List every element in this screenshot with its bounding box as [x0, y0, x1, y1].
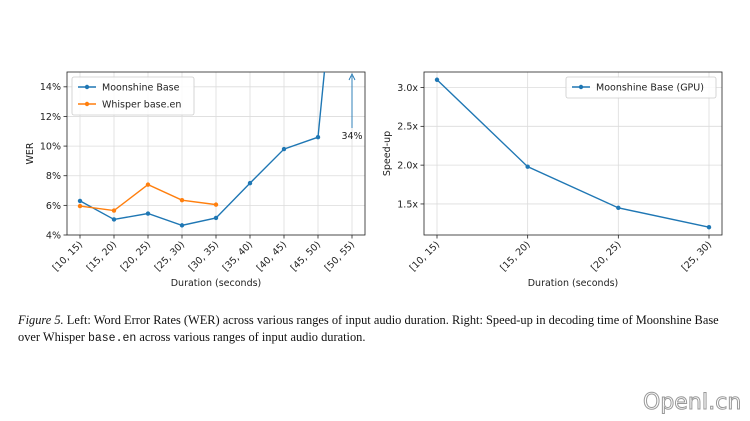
x-tick-label: [15, 20): [85, 239, 119, 273]
figure: 4%6%8%10%12%14%[10, 15) [15, 20) [20, 25)[…: [25, 71, 723, 289]
point: [706, 225, 712, 230]
y-tick-label: 10%: [40, 141, 61, 152]
x-axis-label: Duration (seconds): [528, 278, 619, 289]
arrow-head: [348, 72, 356, 81]
x-tick-label: [15, 20): [498, 239, 532, 273]
caption: Figure 5. Left: Word Error Rates (WER) a…: [18, 312, 738, 347]
legend-label: Moonshine Base (GPU): [596, 82, 704, 93]
x-axis-label: Duration (seconds): [171, 278, 262, 289]
point: [111, 217, 117, 222]
point: [145, 211, 151, 216]
axes-frame: [66, 71, 366, 236]
point: [179, 223, 185, 228]
point: [179, 197, 185, 203]
legend-box: [71, 76, 195, 116]
caption-code: base.en: [87, 332, 137, 345]
x-tick-label: [40, 45): [255, 239, 289, 273]
x-tick-label: [25, 30): [153, 239, 187, 273]
point: [616, 205, 621, 211]
x-tick-label: [20, 25): [589, 239, 623, 273]
legend-marker: [84, 84, 90, 90]
x-tick-label: [35, 40): [221, 239, 255, 273]
y-tick-label: 4%: [46, 230, 61, 241]
x-tick-label: [50, 55): [323, 239, 357, 273]
x-tick-label: [20, 25): [119, 239, 153, 273]
caption-text: across various ranges of input audio dur…: [136, 330, 366, 344]
point: [111, 208, 117, 213]
y-tick-label: 12%: [40, 112, 61, 123]
y-tick-label: 8%: [46, 171, 61, 182]
legend-marker: [84, 101, 90, 107]
y-tick-label: 3.0x: [397, 83, 418, 94]
point: [77, 198, 83, 204]
y-tick-label: 1.5x: [397, 199, 418, 210]
annotation: 34%: [341, 131, 362, 142]
y-tick-label: 14%: [40, 82, 61, 93]
x-tick-label: [10, 15): [51, 239, 85, 273]
point: [525, 164, 530, 169]
x-tick-label: [25, 30): [680, 239, 714, 273]
legend-label: Moonshine Base: [102, 82, 180, 93]
legend-marker: [578, 84, 584, 90]
caption-label: Figure 5.: [18, 313, 64, 327]
series-line: [436, 79, 710, 228]
y-axis-label: Speed-up: [382, 131, 393, 176]
point: [213, 215, 219, 221]
axes-frame: [423, 71, 723, 236]
caption-text: Left: Word Error Rates (WER) across vari…: [18, 313, 719, 344]
plot-area: [77, 72, 326, 228]
plot-area: [434, 77, 712, 230]
point: [434, 77, 440, 82]
point: [281, 146, 287, 152]
y-tick-label: 2.0x: [397, 161, 418, 172]
point: [213, 202, 219, 207]
legend-label: Whisper base.en: [102, 99, 181, 110]
x-tick-label: [45, 50): [289, 239, 323, 273]
point: [315, 135, 321, 140]
point: [247, 180, 253, 186]
y-tick-label: 6%: [46, 201, 61, 212]
x-tick-label: [10, 15): [408, 239, 442, 273]
y-tick-label: 2.5x: [397, 122, 418, 133]
x-tick-label: [30, 35): [187, 239, 221, 273]
point: [145, 182, 151, 187]
watermark: OpenI.cn: [642, 390, 742, 416]
y-axis-label: WER: [25, 142, 36, 164]
legend-box: [565, 76, 717, 99]
point: [77, 203, 83, 209]
